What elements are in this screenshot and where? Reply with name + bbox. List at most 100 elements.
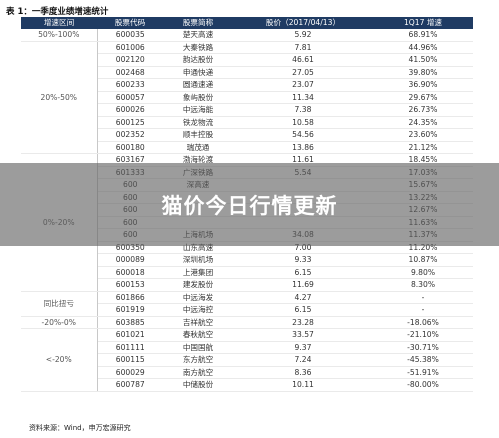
table-row: 600787 中储股份 10.11 -80.00% [21,378,473,392]
stock-code-cell: 601111 [97,341,163,354]
group-range-cell: 同比扭亏 [21,290,98,317]
stock-name-cell: 吉祥航空 [163,315,233,329]
growth-cell: -45.38% [373,353,473,367]
growth-cell: 41.50% [373,53,473,67]
stock-name-cell: 中储股份 [163,378,233,392]
price-cell: 54.56 [233,128,373,142]
growth-cell: - [373,303,473,317]
growth-cell: 29.67% [373,91,473,104]
stock-name-cell: 深圳机场 [163,253,233,267]
table-row: 600018 上港集团 6.15 9.80% [21,266,473,279]
stock-code-cell: 600180 [97,141,163,154]
stock-code-cell: 600018 [97,266,163,279]
stock-name-cell: 顺丰控股 [163,128,233,142]
group-range-cell: -20%-0% [21,315,98,329]
stock-name-cell: 春秋航空 [163,328,233,342]
stock-name-cell: 楚天高速 [163,29,233,42]
stock-code-cell: 600787 [97,378,163,392]
growth-cell: -51.91% [373,366,473,379]
table-row: 同比扭亏 601866 中远海发 4.27- [21,290,473,317]
price-cell: 13.86 [233,141,373,154]
stock-code-cell: 600115 [97,353,163,367]
price-cell: 4.27 [233,290,373,304]
stock-code-cell: 600029 [97,366,163,379]
overlay-banner: 猫价今日行情更新 [0,163,499,246]
growth-cell: 21.12% [373,141,473,154]
stock-name-cell: 南方航空 [163,366,233,379]
stock-code-cell: 601021 [97,328,163,342]
growth-cell: 8.30% [373,278,473,292]
group-range-cell: 50%-100% [21,29,98,42]
price-cell: 5.92 [233,29,373,42]
growth-cell: 9.80% [373,266,473,279]
table-row: 002120 韵达股份 46.61 41.50% [21,53,473,67]
price-cell: 10.58 [233,116,373,129]
stock-name-cell: 中远海能 [163,103,233,117]
growth-cell: 23.60% [373,128,473,142]
growth-cell: -18.06% [373,315,473,329]
stock-name-cell: 东方航空 [163,353,233,367]
header-range: 增速区间 [21,17,97,29]
growth-cell: 44.96% [373,40,473,54]
stock-name-cell: 上港集团 [163,266,233,279]
growth-cell: -30.71% [373,341,473,354]
growth-cell: 39.80% [373,66,473,79]
price-cell: 8.36 [233,366,373,379]
stock-code-cell: 601866 [97,290,163,304]
table-row: 600026 中远海能 7.38 26.73% [21,103,473,117]
table-title: 表 1：一季度业绩增速统计 [6,7,109,17]
stock-name-cell: 韵达股份 [163,53,233,67]
price-cell: 6.15 [233,303,373,317]
growth-cell: -21.10% [373,328,473,342]
stock-code-cell: 000089 [97,253,163,267]
stock-name-cell: 圆通速递 [163,78,233,92]
stock-code-cell: 600153 [97,278,163,292]
table-row: 601111 中国国航 9.37 -30.71% [21,341,473,354]
stock-code-cell: 601919 [97,303,163,317]
group-range-cell: 20%-50% [21,40,98,154]
price-cell: 23.28 [233,315,373,329]
table-row: 600029 南方航空 8.36 -51.91% [21,366,473,379]
table-row: <-20% 601021 春秋航空 33.57 -21.10% [21,328,473,392]
header-price: 股价（2017/04/13） [233,17,373,29]
table-header-row: 增速区间 股票代码 股票简称 股价（2017/04/13） 1Q17 增速 [21,17,473,29]
stock-code-cell: 600125 [97,116,163,129]
growth-cell: -80.00% [373,378,473,392]
stock-code-cell: 601006 [97,40,163,54]
header-code: 股票代码 [97,17,163,29]
growth-cell: - [373,290,473,304]
table-row: 600233 圆通速递 23.07 36.90% [21,78,473,92]
stock-name-cell: 象屿股份 [163,91,233,104]
stock-code-cell: 600035 [97,29,163,42]
group-range-cell: <-20% [21,328,98,392]
stock-code-cell: 603885 [97,315,163,329]
growth-cell: 68.91% [373,29,473,42]
table-row: 600115 东方航空 7.24 -45.38% [21,353,473,367]
source-note: 资料来源：Wind，申万宏源研究 [29,424,131,432]
growth-cell: 10.87% [373,253,473,267]
price-cell: 10.11 [233,378,373,392]
stock-code-cell: 600057 [97,91,163,104]
growth-cell: 36.90% [373,78,473,92]
stock-code-cell: 002352 [97,128,163,142]
stock-name-cell: 建发股份 [163,278,233,292]
table-row: 600125 铁龙物流 10.58 24.35% [21,116,473,129]
header-name: 股票简称 [163,17,233,29]
stock-name-cell: 申通快递 [163,66,233,79]
overlay-text: 猫价今日行情更新 [161,193,338,218]
stock-name-cell: 中远海发 [163,290,233,304]
table-row: 600057 象屿股份 11.34 29.67% [21,91,473,104]
price-cell: 23.07 [233,78,373,92]
table-row: 002468 申通快递 27.05 39.80% [21,66,473,79]
table-row: 20%-50% 601006 大秦铁路 7.81 44.96% [21,40,473,154]
stock-name-cell: 中国国航 [163,341,233,354]
price-cell: 46.61 [233,53,373,67]
price-cell: 11.34 [233,91,373,104]
stock-code-cell: 600026 [97,103,163,117]
stock-name-cell: 铁龙物流 [163,116,233,129]
stock-name-cell: 中远海控 [163,303,233,317]
price-cell: 33.57 [233,328,373,342]
price-cell: 7.38 [233,103,373,117]
stock-code-cell: 002468 [97,66,163,79]
growth-cell: 26.73% [373,103,473,117]
